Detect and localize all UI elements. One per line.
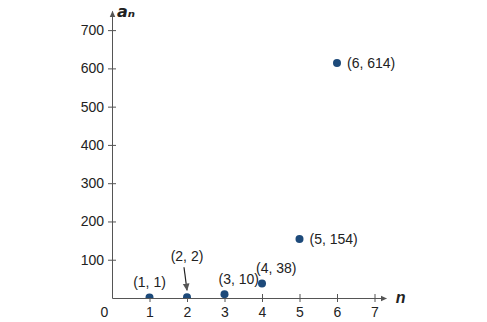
x-axis: 0 1 2 3 4 5 6 7	[101, 294, 387, 320]
y-axis: 100 200 300 400 500 600 700	[81, 11, 116, 298]
data-label: (2, 2)	[171, 248, 204, 264]
y-tick: 500	[81, 99, 116, 115]
y-tick: 700	[81, 22, 116, 38]
x-tick-label: 7	[371, 304, 379, 320]
point	[296, 235, 304, 243]
data-label: (4, 38)	[256, 260, 296, 276]
x-tick: 0	[101, 294, 113, 320]
data-labels: (1, 1) (2, 2) (3, 10)(4, 38) (5, 154) (6, 61…	[133, 55, 395, 290]
x-axis-title: n	[396, 289, 406, 306]
y-tick-label: 300	[81, 175, 105, 191]
y-tick-mark	[108, 107, 116, 108]
x-tick-label: 0	[101, 304, 109, 320]
point	[183, 293, 191, 298]
y-axis-title: aₙ	[117, 2, 135, 21]
y-tick-mark	[108, 30, 116, 31]
x-tick-label: 3	[221, 304, 229, 320]
point	[333, 59, 341, 67]
x-tick-mark	[375, 294, 376, 302]
y-tick-mark	[108, 145, 116, 146]
points	[146, 59, 342, 298]
y-tick-mark	[108, 221, 116, 222]
data-label: (1, 1)	[133, 274, 166, 290]
x-tick: 1	[146, 294, 154, 320]
data-label: (3, 10)	[219, 271, 259, 287]
x-tick: 6	[334, 294, 342, 320]
x-tick: 7	[371, 294, 379, 320]
y-axis-line	[112, 11, 113, 298]
y-tick: 600	[81, 60, 116, 76]
chart: 0 1 2 3 4 5 6 7 100 200 300 400 500 600 700 n aₙ (1, 1) (2…	[0, 0, 487, 322]
x-tick: 4	[259, 294, 267, 320]
y-tick-mark	[108, 183, 116, 184]
y-tick-label: 400	[81, 137, 105, 153]
label-arrow	[184, 267, 187, 290]
y-tick-label: 500	[81, 99, 105, 115]
y-tick-label: 200	[81, 213, 105, 229]
x-tick-label: 4	[259, 304, 267, 320]
y-tick-mark	[108, 260, 116, 261]
data-label: (6, 614)	[347, 55, 395, 71]
y-tick: 200	[81, 213, 116, 229]
x-tick: 2	[184, 294, 192, 320]
y-tick: 400	[81, 137, 116, 153]
point	[221, 290, 229, 298]
x-tick: 5	[296, 294, 304, 320]
x-axis-line	[113, 298, 387, 299]
y-tick-label: 700	[81, 22, 105, 38]
y-tick: 100	[81, 252, 116, 268]
y-tick-label: 100	[81, 252, 105, 268]
data-label: (5, 154)	[310, 231, 358, 247]
x-tick-label: 2	[184, 304, 192, 320]
y-tick-label: 600	[81, 60, 105, 76]
y-tick: 300	[81, 175, 116, 191]
x-tick-mark	[337, 294, 338, 302]
point	[146, 294, 154, 298]
x-tick-label: 5	[296, 304, 304, 320]
x-tick-mark	[262, 294, 263, 302]
x-tick-mark	[300, 294, 301, 302]
y-tick-mark	[108, 68, 116, 69]
x-tick-label: 6	[334, 304, 342, 320]
x-tick-label: 1	[146, 304, 154, 320]
point	[258, 279, 266, 287]
